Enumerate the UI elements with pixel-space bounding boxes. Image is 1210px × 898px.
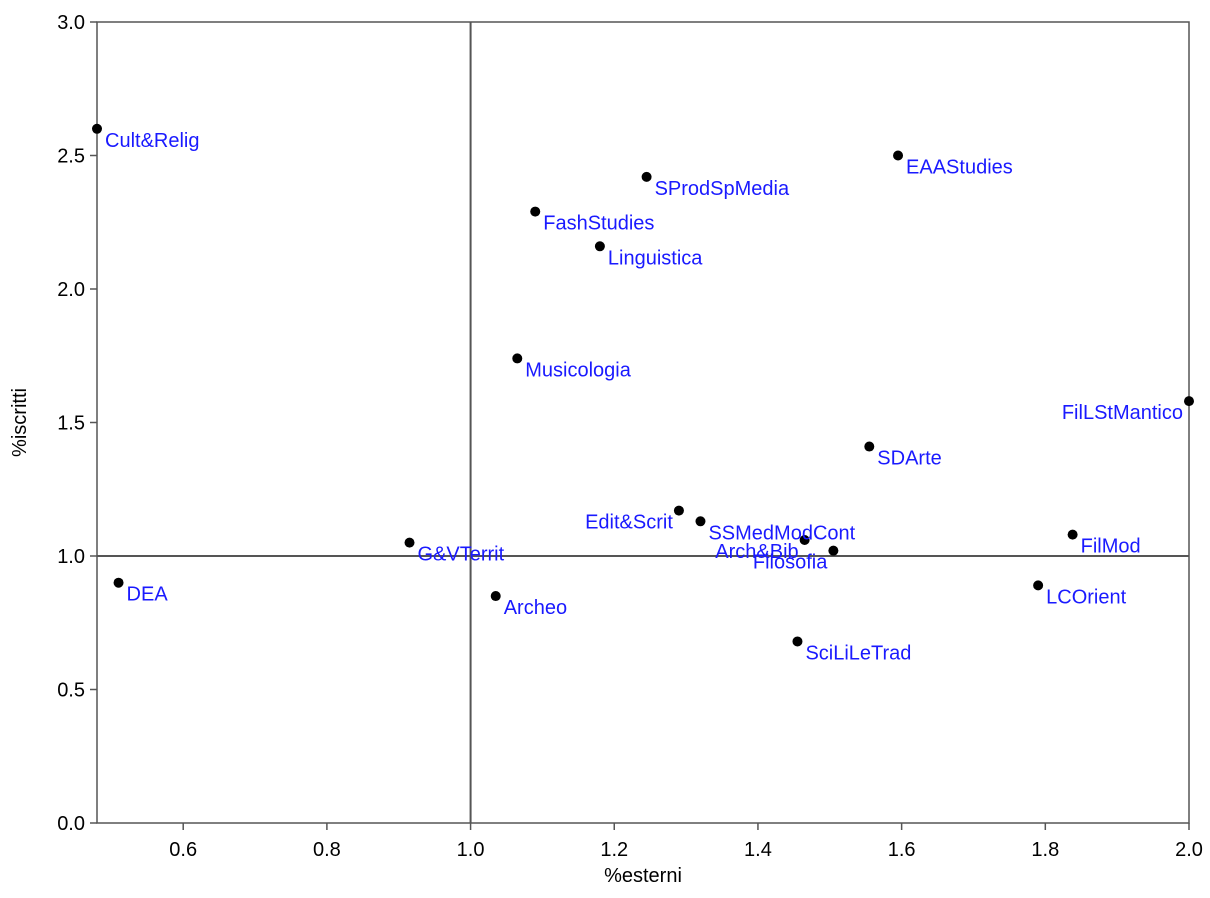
- data-point: [673, 505, 684, 516]
- point-label: EAAStudies: [906, 157, 1013, 179]
- y-axis-title: %iscritti: [9, 388, 31, 457]
- x-tick-label: 1.0: [457, 839, 485, 861]
- plot-frame: [96, 21, 1190, 824]
- axes-layer: 0.6 0.8 1.0 1.2 1.4 1.6 1.8 2.0 0.0 0.5 1.0 1.5 2.0 2…: [57, 12, 1203, 861]
- point-label: SDArte: [877, 448, 941, 470]
- point-label: FilLStMantico: [1062, 402, 1183, 424]
- point-label: FilMod: [1081, 536, 1141, 558]
- x-tick-label: 0.6: [169, 839, 197, 861]
- data-point: [1067, 529, 1078, 540]
- point-label: Musicologia: [525, 359, 631, 381]
- point-label: FashStudies: [543, 213, 654, 235]
- point-labels-layer: Cult&Relig EAAStudies SProdSpMediaFashStud…: [105, 130, 1183, 665]
- data-point: [799, 534, 810, 545]
- data-point: [864, 441, 875, 452]
- data-point: [828, 545, 839, 556]
- data-point: [594, 241, 605, 252]
- x-tick-label: 2.0: [1175, 839, 1203, 861]
- y-tick-label: 1.5: [57, 413, 85, 435]
- x-tick-label: 1.8: [1031, 839, 1059, 861]
- point-label: Linguistica: [608, 247, 703, 269]
- x-tick-label: 1.2: [600, 839, 628, 861]
- point-label: Filosofia: [753, 552, 828, 574]
- data-point: [92, 123, 102, 134]
- data-point: [1184, 396, 1194, 407]
- y-tick-label: 1.0: [57, 546, 85, 568]
- data-point: [893, 150, 904, 161]
- y-tick-label: 0.5: [57, 680, 85, 702]
- points-layer: [92, 123, 1194, 647]
- point-label: LCOrient: [1046, 586, 1126, 608]
- data-point: [695, 516, 706, 527]
- data-point: [512, 353, 523, 364]
- data-point: [113, 577, 124, 588]
- y-tick-label: 0.0: [57, 813, 85, 835]
- point-label: SciLiLeTrad: [805, 642, 911, 664]
- point-label: Cult&Relig: [105, 130, 199, 152]
- x-tick-label: 1.4: [744, 839, 772, 861]
- point-label: Arch&Bib: [715, 541, 798, 563]
- point-label: SProdSpMedia: [655, 178, 790, 200]
- x-axis-title: %esterni: [604, 865, 682, 887]
- point-label: DEA: [127, 584, 169, 606]
- data-point: [404, 537, 415, 548]
- data-point: [1033, 580, 1044, 591]
- y-tick-label: 2.0: [57, 279, 85, 301]
- reference-lines: [97, 22, 1189, 823]
- data-point: [792, 636, 803, 647]
- x-tick-label: 1.6: [888, 839, 916, 861]
- y-tick-label: 3.0: [57, 12, 85, 34]
- point-label: SSMedModCont: [708, 522, 855, 544]
- point-label: Edit&Scrit: [585, 512, 673, 534]
- data-point: [641, 171, 652, 182]
- point-label: Archeo: [504, 597, 567, 619]
- point-label: G&VTerrit: [418, 544, 505, 566]
- data-point: [490, 591, 501, 602]
- data-point: [530, 206, 541, 217]
- x-tick-label: 0.8: [313, 839, 341, 861]
- y-tick-label: 2.5: [57, 146, 85, 168]
